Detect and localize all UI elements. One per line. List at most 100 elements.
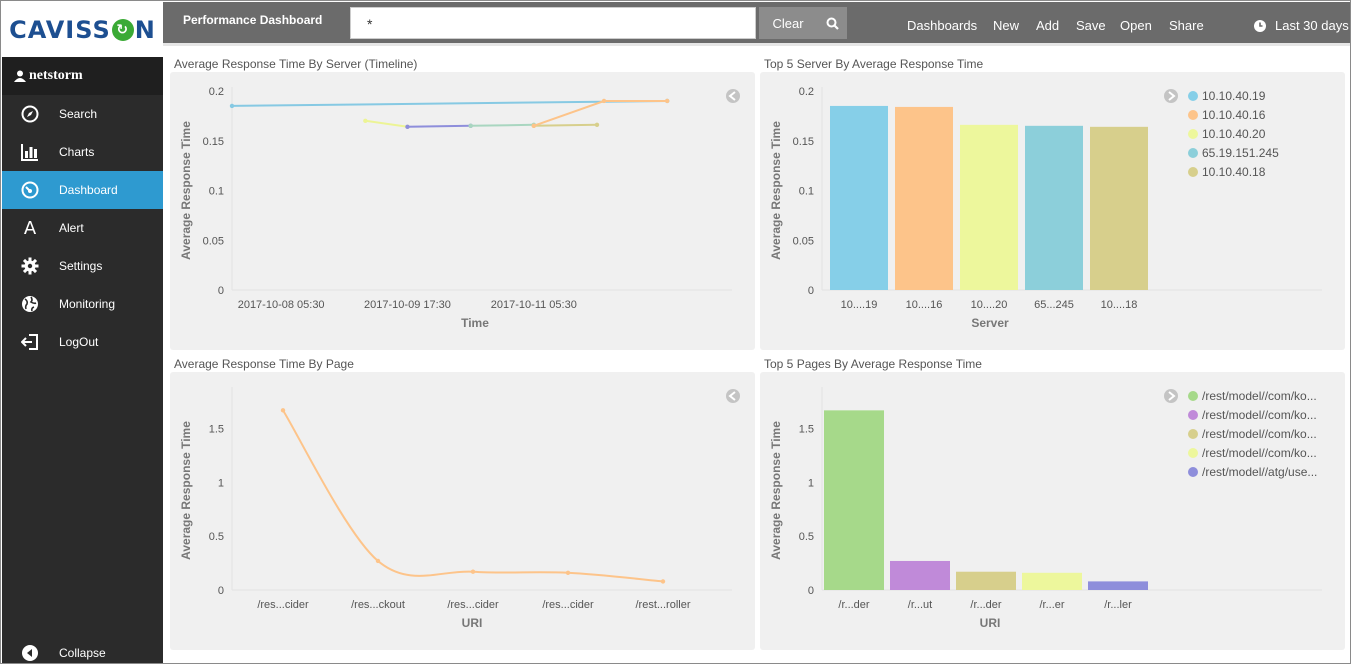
legend-item[interactable]: /rest/model//com/ko... — [1202, 427, 1317, 441]
x-tick-label: 2017-10-11 05:30 — [491, 299, 577, 311]
sidebar-item-charts[interactable]: Charts — [2, 133, 163, 171]
bar-chart-icon — [20, 142, 40, 162]
legend-item[interactable]: /rest/model//atg/use... — [1202, 465, 1317, 479]
y-tick-label: 1 — [808, 477, 814, 489]
legend-swatch — [1188, 110, 1198, 120]
panel-title-by-page: Average Response Time By Page — [174, 357, 354, 371]
gear-icon — [20, 256, 40, 276]
sidebar-item-alert[interactable]: A Alert — [2, 209, 163, 247]
legend-toggle-button[interactable] — [726, 89, 740, 103]
legend-swatch — [1188, 129, 1198, 139]
collapse-label: Collapse — [59, 646, 106, 660]
sidebar-item-label: Search — [59, 107, 98, 121]
sidebar: CAVISS ↻ N netstorm Search Charts Dashboar… — [2, 2, 163, 663]
x-tick-label: 10....19 — [841, 299, 878, 311]
data-point — [280, 408, 286, 413]
y-axis-title: Average Response Time — [769, 121, 783, 260]
chart-svg: 0 0.05 0.1 0.15 0.2 Average Response Time 2017… — [179, 86, 740, 330]
search-button[interactable] — [817, 7, 847, 39]
x-axis-title: URI — [980, 616, 1001, 630]
top-pages-chart-panel: 0 0.5 1 1.5 Average Response Time/r...der/r.… — [760, 372, 1345, 650]
bar — [830, 105, 888, 290]
legend-item[interactable]: /rest/model//com/ko... — [1202, 408, 1317, 422]
series-line — [470, 123, 534, 127]
user-profile: netstorm — [2, 57, 163, 95]
bar — [895, 106, 953, 290]
chevron-icon — [728, 91, 736, 101]
chart-svg: 0 0.05 0.1 0.15 0.2 Average Response Time 10..… — [769, 86, 1322, 330]
x-tick-label: 2017-10-08 05:30 — [238, 299, 325, 311]
collapse-button[interactable]: Collapse — [2, 634, 163, 663]
legend-item[interactable]: 10.10.40.18 — [1202, 165, 1266, 179]
chart-svg: 0 0.5 1 1.5 Average Response Time/r...der/r.… — [769, 387, 1322, 630]
data-point — [405, 124, 410, 130]
sidebar-item-search[interactable]: Search — [2, 95, 163, 133]
panel-title-top-pages: Top 5 Pages By Average Response Time — [764, 357, 982, 371]
y-tick-label: 0.15 — [203, 136, 224, 148]
logo: CAVISS ↻ N — [2, 2, 163, 57]
clear-button[interactable]: Clear — [759, 7, 817, 39]
series-line — [231, 100, 668, 107]
legend-item[interactable]: 10.10.40.16 — [1202, 108, 1266, 122]
x-tick-label: /res...cider — [542, 599, 594, 611]
legend-toggle-button[interactable] — [1164, 389, 1178, 403]
search-input[interactable]: * — [350, 7, 756, 39]
y-tick-label: 1 — [218, 477, 224, 489]
new-link[interactable]: New — [993, 18, 1020, 33]
legend-item[interactable]: 65.19.151.245 — [1202, 146, 1279, 160]
series-line — [533, 100, 668, 127]
legend-item[interactable]: 10.10.40.20 — [1202, 127, 1266, 141]
data-point — [601, 98, 607, 104]
legend-swatch — [1188, 91, 1198, 101]
legend-toggle-button[interactable] — [726, 389, 740, 403]
legend-item[interactable]: /rest/model//com/ko... — [1202, 446, 1317, 460]
time-range-picker[interactable]: Last 30 days — [1253, 18, 1349, 33]
sidebar-item-monitoring[interactable]: Monitoring — [2, 285, 163, 323]
legend-toggle-button[interactable] — [1164, 89, 1178, 103]
x-tick-label: 2017-10-09 17:30 — [364, 299, 451, 311]
dashboards-link[interactable]: Dashboards — [907, 18, 978, 33]
collapse-circle — [1164, 389, 1178, 403]
share-link[interactable]: Share — [1169, 18, 1204, 33]
open-link[interactable]: Open — [1120, 18, 1152, 33]
legend-swatch — [1188, 148, 1198, 158]
legend-item[interactable]: /rest/model//com/ko... — [1202, 389, 1317, 403]
sidebar-item-label: LogOut — [59, 335, 99, 349]
y-tick-label: 1.5 — [799, 424, 814, 436]
dashboard-icon — [20, 180, 40, 200]
x-axis-title: URI — [462, 616, 483, 630]
legend-swatch — [1188, 391, 1198, 401]
series-line — [533, 123, 598, 127]
legend-item[interactable]: 10.10.40.19 — [1202, 89, 1266, 103]
save-link[interactable]: Save — [1076, 18, 1106, 33]
data-point — [468, 123, 473, 129]
data-point — [229, 103, 235, 109]
x-tick-label: /res...ckout — [351, 599, 405, 611]
sidebar-item-label: Dashboard — [59, 183, 118, 197]
y-axis-title: Average Response Time — [769, 421, 783, 560]
sidebar-item-label: Settings — [59, 259, 103, 273]
chevron-icon — [728, 391, 736, 401]
add-link[interactable]: Add — [1036, 18, 1060, 33]
chart-svg: 0 0.5 1 1.5 Average Response Time/res...cide… — [179, 387, 740, 630]
y-tick-label: 0.05 — [203, 235, 224, 247]
chevron-icon — [1168, 91, 1176, 101]
y-tick-label: 0.5 — [209, 531, 224, 543]
x-tick-label: /res...cider — [447, 599, 499, 611]
search-icon — [826, 17, 839, 30]
sidebar-item-dashboard[interactable]: Dashboard — [2, 171, 163, 209]
x-tick-label: /r...er — [1039, 599, 1064, 611]
x-tick-label: 10....16 — [906, 299, 943, 311]
y-tick-label: 0.2 — [799, 86, 814, 98]
data-point — [470, 569, 476, 574]
y-axis-title: Average Response Time — [179, 421, 193, 560]
globe-icon — [20, 294, 40, 314]
alert-a-icon: A — [23, 217, 37, 239]
x-tick-label: /r...der — [838, 599, 870, 611]
data-point — [660, 579, 666, 584]
y-tick-label: 0 — [218, 285, 224, 297]
y-tick-label: 0.1 — [209, 186, 224, 198]
sidebar-item-logout[interactable]: LogOut — [2, 323, 163, 361]
sidebar-item-settings[interactable]: Settings — [2, 247, 163, 285]
